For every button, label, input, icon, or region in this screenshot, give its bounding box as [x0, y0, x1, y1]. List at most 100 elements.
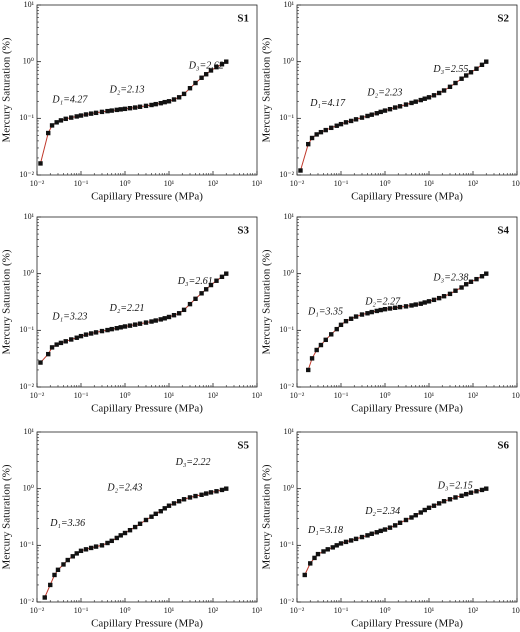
data-point: [199, 291, 204, 296]
y-tick-label: 10¹: [284, 212, 295, 221]
data-point: [306, 141, 311, 147]
data-point: [137, 321, 143, 326]
data-point: [143, 517, 149, 523]
data-point: [325, 547, 330, 552]
data-point: [122, 106, 128, 112]
x-tick-label: 10⁻¹: [334, 391, 349, 400]
data-point: [441, 294, 447, 299]
data-point: [166, 503, 172, 508]
data-point: [343, 539, 349, 545]
data-point: [214, 489, 219, 494]
data-point: [422, 300, 427, 305]
data-point: [369, 531, 374, 536]
fractal-label: D₂=2.23: [366, 88, 402, 99]
fractal-label: D₂=2.43: [106, 482, 142, 493]
data-point: [479, 274, 485, 279]
data-point: [436, 295, 442, 301]
data-point: [74, 114, 79, 119]
data-point: [93, 110, 99, 116]
data-point: [441, 499, 447, 504]
data-point: [199, 492, 204, 497]
data-point: [359, 312, 365, 317]
data-point: [105, 108, 110, 114]
data-point: [166, 314, 172, 320]
data-point: [99, 328, 105, 334]
data-point: [132, 524, 138, 530]
data-point: [69, 115, 74, 120]
data-point: [329, 125, 334, 131]
y-axis-label: Mercury Saturation (%): [261, 37, 273, 142]
y-tick-label: 10⁻²: [279, 382, 294, 391]
data-point: [137, 521, 143, 526]
x-tick-label: 10⁻¹: [74, 391, 89, 400]
data-point: [214, 278, 219, 283]
data-point: [397, 304, 403, 310]
data-point: [208, 490, 214, 495]
data-point: [42, 595, 47, 600]
fractal-label: D₃=2.62: [188, 60, 224, 71]
data-point: [312, 555, 317, 561]
data-point: [99, 543, 105, 548]
data-point: [58, 118, 64, 123]
fractal-label: D₁=3.35: [307, 306, 343, 317]
fractal-label: D₁=3.23: [51, 312, 87, 323]
data-point: [382, 307, 388, 312]
data-point: [426, 95, 432, 100]
y-tick-label: 10⁰: [23, 268, 34, 277]
data-point: [199, 75, 204, 80]
y-tick-label: 10⁻²: [279, 170, 294, 179]
data-point: [387, 306, 393, 311]
data-point: [114, 326, 119, 331]
data-point: [418, 97, 423, 103]
data-point: [318, 342, 324, 348]
data-point: [338, 541, 344, 546]
data-point: [88, 331, 94, 336]
y-axis-label: Mercury Saturation (%): [1, 464, 13, 569]
data-point: [334, 123, 339, 128]
data-point: [153, 511, 158, 517]
data-point: [330, 545, 335, 550]
data-point: [431, 297, 437, 303]
data-point: [378, 109, 383, 115]
data-point: [46, 130, 51, 136]
data-point: [49, 123, 55, 128]
x-tick-label: 10¹: [164, 179, 175, 188]
data-point: [418, 510, 423, 515]
data-point: [468, 70, 474, 75]
data-point: [392, 305, 398, 310]
fractal-label: D₁=3.36: [49, 518, 85, 529]
data-point: [162, 316, 167, 321]
x-tick-label: 10⁻²: [30, 179, 45, 188]
fractal-label: D₂=2.34: [364, 506, 400, 517]
plot-frame: [36, 4, 258, 176]
fractal-label: D₃=2.22: [175, 457, 211, 468]
data-point: [88, 111, 94, 116]
data-point: [479, 487, 485, 493]
data-point: [468, 279, 474, 284]
data-point: [365, 533, 370, 538]
y-tick-label: 10⁰: [283, 56, 294, 65]
x-tick-label: 10¹: [424, 606, 435, 615]
data-point: [409, 515, 414, 520]
plot-frame: [296, 431, 518, 603]
data-point: [392, 105, 398, 110]
data-point: [109, 108, 114, 113]
data-point: [105, 540, 110, 546]
data-point: [413, 302, 418, 307]
x-tick-label: 10³: [252, 179, 263, 188]
data-point: [403, 304, 409, 309]
x-tick-label: 10⁻²: [290, 606, 305, 615]
data-point: [78, 113, 84, 118]
data-point: [149, 514, 154, 519]
data-point: [318, 129, 324, 135]
data-point: [181, 497, 187, 502]
data-point: [219, 62, 225, 67]
data-point: [436, 90, 442, 96]
data-point: [78, 548, 84, 554]
data-point: [93, 330, 99, 335]
x-tick-label: 10⁰: [379, 391, 390, 400]
panel-title: S3: [237, 225, 249, 237]
data-point: [397, 520, 403, 525]
data-point: [74, 551, 79, 556]
fractal-label: D₃=2.61: [177, 276, 213, 287]
